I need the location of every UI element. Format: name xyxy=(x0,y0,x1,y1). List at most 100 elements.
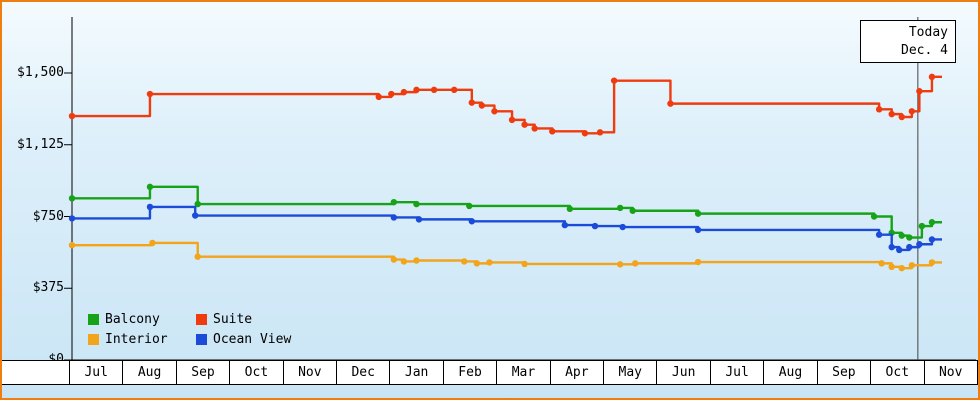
y-axis-label: $750 xyxy=(32,208,64,224)
series-line-suite xyxy=(72,75,942,135)
legend-label: Suite xyxy=(213,312,253,327)
month-cell: Oct xyxy=(871,361,925,384)
data-point xyxy=(468,218,475,225)
legend-label: Balcony xyxy=(105,312,160,327)
data-point xyxy=(888,243,895,251)
data-point xyxy=(906,243,913,251)
data-point xyxy=(478,102,486,109)
data-point xyxy=(146,203,154,211)
data-point xyxy=(413,257,420,264)
data-point xyxy=(466,202,473,210)
month-axis: Jul Aug Sep Oct Nov Dec Jan Feb Mar Apr May Jun Jul A… xyxy=(2,360,978,385)
legend-swatch xyxy=(88,314,99,325)
data-point xyxy=(491,108,498,115)
data-point xyxy=(521,121,528,128)
data-point xyxy=(146,90,154,98)
data-point xyxy=(468,99,475,106)
month-cell: Aug xyxy=(764,361,818,384)
data-point xyxy=(596,129,604,136)
data-point xyxy=(521,260,528,268)
month-cell: Apr xyxy=(550,361,605,384)
data-point xyxy=(616,204,624,212)
legend-label: Interior xyxy=(105,332,168,347)
data-point xyxy=(531,125,538,132)
data-point xyxy=(928,259,936,266)
month-cell: Jun xyxy=(657,361,711,384)
data-point xyxy=(878,260,885,267)
data-point xyxy=(898,264,905,272)
data-point xyxy=(146,183,154,191)
data-point xyxy=(928,219,936,226)
month-cell: Oct xyxy=(230,361,284,384)
data-point xyxy=(928,73,936,81)
data-point xyxy=(898,113,905,121)
data-point xyxy=(486,259,493,266)
data-point xyxy=(149,239,156,247)
today-date: Dec. 4 xyxy=(901,42,948,58)
data-point xyxy=(390,256,398,263)
month-cell: Mar xyxy=(497,361,551,384)
data-point xyxy=(450,86,458,94)
data-point xyxy=(870,213,878,220)
data-point xyxy=(619,223,626,231)
data-point xyxy=(918,222,926,230)
data-point xyxy=(194,253,201,260)
today-label: Today xyxy=(908,25,948,40)
data-point xyxy=(68,195,76,202)
data-point xyxy=(430,86,438,94)
y-axis-label: $1,500 xyxy=(17,65,64,80)
data-point xyxy=(68,242,76,249)
data-point xyxy=(461,258,468,265)
legend-swatch xyxy=(196,334,207,345)
data-point xyxy=(906,234,913,241)
data-point xyxy=(390,198,398,206)
data-point xyxy=(694,226,702,234)
legend-item-interior: Interior xyxy=(88,332,196,347)
data-point xyxy=(400,88,408,96)
month-cell: Sep xyxy=(176,361,231,384)
data-point xyxy=(896,246,903,254)
data-point xyxy=(390,214,398,221)
data-point xyxy=(566,205,574,213)
month-cell: Feb xyxy=(443,361,498,384)
data-point xyxy=(591,222,599,230)
month-cell: Nov xyxy=(924,361,978,384)
series-line-interior xyxy=(72,241,942,270)
month-cell: Sep xyxy=(817,361,872,384)
legend-item-balcony: Balcony xyxy=(88,312,196,327)
data-point xyxy=(888,110,895,118)
data-point xyxy=(694,258,702,266)
data-point xyxy=(561,221,569,229)
legend-swatch xyxy=(196,314,207,325)
data-point xyxy=(667,100,674,107)
data-point xyxy=(508,116,516,124)
data-point xyxy=(415,216,423,223)
data-point xyxy=(928,236,936,243)
data-point xyxy=(413,86,420,94)
data-point xyxy=(400,258,408,265)
data-point xyxy=(916,87,923,95)
data-point xyxy=(908,108,916,115)
data-point xyxy=(629,207,636,214)
month-cell: Nov xyxy=(283,361,338,384)
data-point xyxy=(68,215,76,222)
month-cell: May xyxy=(604,361,658,384)
data-point xyxy=(616,261,624,268)
legend-swatch xyxy=(88,334,99,345)
y-axis-label: $1,125 xyxy=(17,136,64,152)
month-cell: Dec xyxy=(337,361,391,384)
data-point xyxy=(875,106,883,113)
data-point xyxy=(192,212,199,219)
data-point xyxy=(898,232,905,239)
data-point xyxy=(916,241,923,248)
data-point xyxy=(194,200,201,208)
month-cell: Jan xyxy=(390,361,444,384)
y-axis-label: $375 xyxy=(32,280,64,296)
data-point xyxy=(694,210,702,217)
month-cell: Aug xyxy=(123,361,177,384)
data-point xyxy=(581,130,589,137)
month-cell: Jul xyxy=(70,361,124,384)
data-point xyxy=(68,112,76,120)
